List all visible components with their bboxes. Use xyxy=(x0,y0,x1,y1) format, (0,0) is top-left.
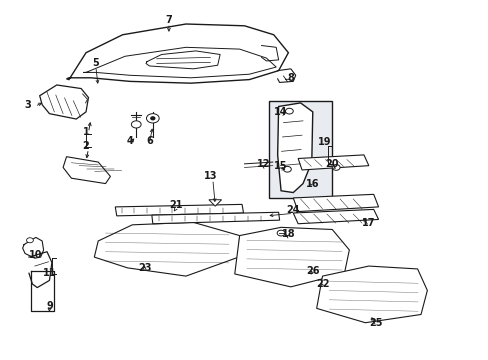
Text: 8: 8 xyxy=(287,73,294,83)
Text: 18: 18 xyxy=(281,229,295,239)
Text: 22: 22 xyxy=(315,279,328,289)
Polygon shape xyxy=(293,194,378,212)
Text: 17: 17 xyxy=(361,218,375,228)
Polygon shape xyxy=(298,155,368,170)
Polygon shape xyxy=(63,157,110,184)
Text: 1: 1 xyxy=(82,127,89,136)
Polygon shape xyxy=(94,222,239,276)
Polygon shape xyxy=(152,212,279,224)
Text: 4: 4 xyxy=(126,136,133,145)
Text: 13: 13 xyxy=(203,171,217,181)
Text: 15: 15 xyxy=(274,161,287,171)
Text: 26: 26 xyxy=(305,266,319,276)
Circle shape xyxy=(285,108,293,114)
Text: 5: 5 xyxy=(92,58,99,68)
Text: 23: 23 xyxy=(138,263,151,273)
Text: 2: 2 xyxy=(82,141,89,151)
Circle shape xyxy=(283,166,291,172)
Circle shape xyxy=(331,165,339,170)
Text: 21: 21 xyxy=(169,200,183,210)
Text: 14: 14 xyxy=(274,107,287,117)
Circle shape xyxy=(131,121,141,128)
Circle shape xyxy=(146,114,159,123)
Text: 19: 19 xyxy=(318,138,331,147)
Polygon shape xyxy=(234,227,348,287)
Text: 10: 10 xyxy=(29,250,42,260)
Text: 11: 11 xyxy=(42,268,56,278)
Circle shape xyxy=(151,117,155,120)
Text: 7: 7 xyxy=(165,15,172,26)
Polygon shape xyxy=(66,24,288,83)
Text: 20: 20 xyxy=(325,159,338,169)
Text: 24: 24 xyxy=(286,206,300,216)
Text: 12: 12 xyxy=(257,159,270,169)
Text: 16: 16 xyxy=(305,179,319,189)
Text: 9: 9 xyxy=(46,301,53,311)
Bar xyxy=(268,101,331,198)
Text: 25: 25 xyxy=(368,319,382,328)
Polygon shape xyxy=(293,210,378,224)
Text: 6: 6 xyxy=(146,136,152,145)
Text: 3: 3 xyxy=(24,100,31,110)
Polygon shape xyxy=(40,85,88,119)
Polygon shape xyxy=(115,204,243,216)
Polygon shape xyxy=(316,266,427,323)
Circle shape xyxy=(277,230,285,236)
Polygon shape xyxy=(208,200,221,206)
Circle shape xyxy=(26,238,33,243)
Polygon shape xyxy=(277,103,312,193)
